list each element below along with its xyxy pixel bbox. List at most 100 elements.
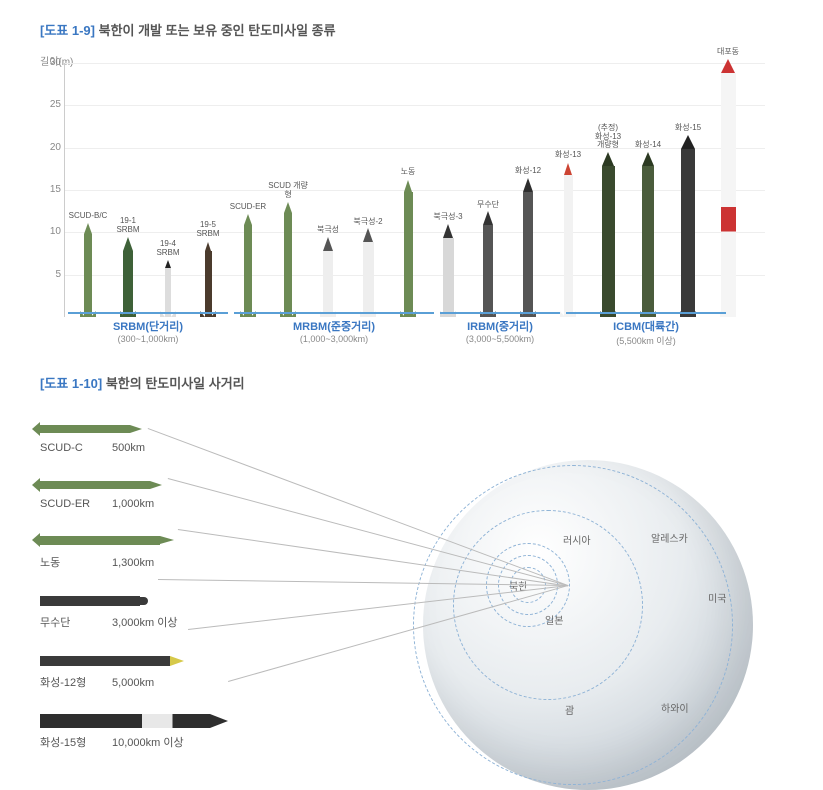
missile-body	[165, 268, 171, 317]
range-missile-icon	[40, 481, 150, 489]
missile-7: 북극성-2	[348, 208, 388, 317]
chart2-title-prefix: [도표 1-10]	[40, 376, 102, 391]
missile-label: 화성-13	[555, 142, 581, 160]
missile-label: SCUD 개량형	[268, 182, 308, 200]
range-value: 500km	[112, 442, 145, 454]
missile-14: 화성-14	[628, 132, 668, 317]
missile-label: 화성-15	[675, 115, 701, 133]
missile-tip	[642, 152, 654, 166]
missile-tip	[404, 180, 412, 192]
y-axis: 51015202530	[64, 63, 65, 317]
missile-label: 북극성-2	[353, 208, 382, 226]
missile-body	[323, 251, 333, 317]
missile-8: 노동	[388, 159, 428, 317]
y-tick: 30	[41, 57, 61, 68]
globe: 북한러시아일본알레스카미국괌하와이	[423, 460, 753, 790]
missile-1: 19-1 SRBM	[108, 217, 148, 317]
range-missile-icon	[40, 656, 170, 666]
missile-label: 무수단	[477, 191, 499, 209]
category-label: SRBM(단거리)	[68, 318, 228, 334]
globe-label: 하와이	[661, 700, 689, 715]
missile-body	[564, 175, 573, 317]
y-tick: 25	[41, 99, 61, 110]
missile-tip	[681, 135, 695, 149]
category: MRBM(준중거리)(1,000~3,000km)	[234, 312, 434, 347]
missile-2: 19-4 SRBM	[148, 239, 188, 317]
missile-3: 19-5 SRBM	[188, 221, 228, 317]
chart1-title-text: 북한이 개발 또는 보유 중인 탄도미사일 종류	[99, 23, 336, 38]
missile-tip	[284, 202, 292, 213]
category: IRBM(중거리)(3,000~5,500km)	[440, 312, 560, 347]
range-missile-icon	[40, 425, 130, 433]
missile-body	[602, 166, 615, 317]
missile-label: (추정) 화성-13 개량형	[595, 124, 621, 150]
missile-range-chart: SCUD-C500kmSCUD-ER1,000km노동1,300km무수단3,0…	[40, 420, 783, 780]
missile-body	[84, 234, 92, 317]
range-row-0: SCUD-C500km	[40, 420, 783, 454]
category-range: (5,500km 이상)	[566, 334, 726, 347]
range-name: SCUD-C	[40, 442, 112, 454]
missile-label: 19-1 SRBM	[116, 217, 139, 235]
missile-tip	[564, 163, 572, 175]
missile-row: SCUD-B/C 19-1 SRBM 19-4 SRBM 19-5 SRBMSCUD-…	[68, 39, 783, 317]
category: SRBM(단거리)(300~1,000km)	[68, 312, 228, 347]
missile-body	[483, 225, 493, 317]
globe-label: 괌	[565, 702, 574, 717]
missile-body	[244, 225, 252, 317]
y-tick: 15	[41, 184, 61, 195]
missile-tip	[84, 223, 92, 234]
chart1-title: [도표 1-9] 북한이 개발 또는 보유 중인 탄도미사일 종류	[40, 20, 783, 39]
chart1-title-prefix: [도표 1-9]	[40, 23, 95, 38]
range-missile-icon	[40, 714, 210, 728]
missile-4: SCUD-ER	[228, 194, 268, 317]
range-name: 노동	[40, 554, 112, 570]
missile-tip	[443, 224, 453, 238]
missile-tip	[363, 228, 373, 242]
category-label: MRBM(준중거리)	[234, 318, 434, 334]
range-ring	[413, 465, 733, 785]
range-value: 3,000km 이상	[112, 617, 178, 629]
missile-15: 화성-15	[668, 115, 708, 317]
missile-tip	[323, 237, 333, 251]
missile-10: 무수단	[468, 191, 508, 317]
y-tick: 5	[41, 269, 61, 280]
category-range: (3,000~5,500km)	[440, 334, 560, 344]
missile-12: 화성-13	[548, 142, 588, 317]
missile-tip	[721, 59, 735, 73]
missile-11: 화성-12	[508, 158, 548, 317]
missile-label: 북극성-3	[433, 204, 462, 222]
y-tick: 10	[41, 226, 61, 237]
missile-body	[721, 73, 736, 317]
missile-body	[681, 149, 695, 317]
missile-tip	[165, 260, 171, 268]
chart2-title: [도표 1-10] 북한의 탄도미사일 사거리	[40, 373, 783, 392]
missile-body	[205, 251, 212, 317]
range-name: 화성-12형	[40, 674, 112, 690]
range-name: 화성-15형	[40, 734, 112, 750]
missile-tip	[523, 178, 533, 192]
missile-label: 19-4 SRBM	[156, 239, 179, 257]
range-missile-icon	[40, 596, 140, 606]
missile-0: SCUD-B/C	[68, 203, 108, 317]
missile-label: 북극성	[317, 217, 339, 235]
missile-9: 북극성-3	[428, 204, 468, 317]
missile-body	[284, 213, 292, 317]
range-name: SCUD-ER	[40, 498, 112, 510]
missile-16: 대포동	[708, 39, 748, 317]
range-caption: SCUD-C500km	[40, 442, 783, 454]
category-row: SRBM(단거리)(300~1,000km)MRBM(준중거리)(1,000~3…	[68, 312, 783, 347]
missile-13: (추정) 화성-13 개량형	[588, 124, 628, 317]
range-value: 1,000km	[112, 498, 154, 510]
missile-body	[523, 192, 533, 317]
missile-body	[123, 251, 133, 317]
missile-label: 화성-12	[515, 158, 541, 176]
missile-body	[404, 192, 413, 317]
missile-label: SCUD-ER	[230, 194, 266, 212]
category-range: (1,000~3,000km)	[234, 334, 434, 344]
missile-tip	[205, 242, 211, 251]
missile-tip	[602, 152, 614, 166]
missile-tip	[123, 237, 133, 251]
missile-tip	[483, 211, 493, 225]
range-missile-icon	[40, 536, 160, 545]
missile-body	[642, 166, 654, 317]
